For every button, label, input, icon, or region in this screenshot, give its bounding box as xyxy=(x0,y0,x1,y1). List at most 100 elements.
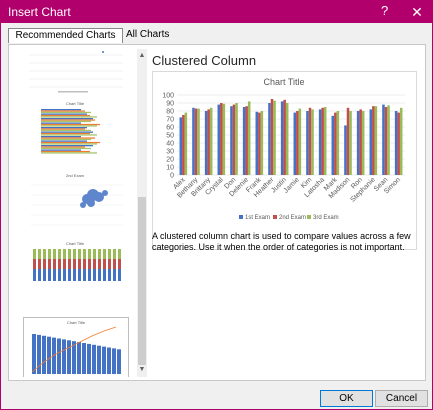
thumb-column xyxy=(117,349,121,374)
bar-3rd-exam xyxy=(349,111,352,175)
bar-1st-exam xyxy=(382,104,385,175)
thumb-bar xyxy=(41,110,85,112)
thumb-column xyxy=(113,249,116,259)
window-title: Insert Chart xyxy=(8,5,71,19)
thumb-bar xyxy=(41,122,81,124)
legend-swatch xyxy=(239,215,243,219)
chart-title: Chart Title xyxy=(263,77,304,87)
chart-type-name: Clustered Column xyxy=(152,53,257,68)
bar-2nd-exam xyxy=(308,107,312,175)
bar-2nd-exam xyxy=(270,99,274,175)
thumb-bar xyxy=(41,118,93,120)
ok-button[interactable]: OK xyxy=(320,390,373,407)
thumb-column xyxy=(93,269,96,281)
bar-1st-exam xyxy=(242,107,246,175)
thumb-column xyxy=(103,259,106,269)
scrollbar-thumb[interactable] xyxy=(138,197,146,365)
thumb-bar xyxy=(41,147,91,150)
thumb-column xyxy=(108,249,111,259)
y-tick-label: 30 xyxy=(166,149,174,156)
thumb-column xyxy=(87,343,91,374)
bar-1st-exam xyxy=(293,112,297,175)
scroll-up-icon[interactable]: ▲ xyxy=(138,52,146,59)
clustered-bar-thumbnail[interactable]: Chart Title xyxy=(23,99,127,165)
stacked-column-thumbnail-title: Chart Title xyxy=(66,241,85,246)
thumb-column xyxy=(33,259,36,269)
thumb-column xyxy=(33,249,36,259)
tab-all-charts[interactable]: All Charts xyxy=(126,29,170,40)
y-tick-label: 100 xyxy=(162,93,174,100)
bar-1st-exam xyxy=(204,111,208,175)
stacked-column-thumbnail-graphic: Chart Title xyxy=(33,241,121,281)
thumb-column xyxy=(73,269,76,281)
thumb-column xyxy=(72,341,76,374)
bar-1st-exam xyxy=(230,106,233,175)
bar-2nd-exam xyxy=(220,103,223,175)
thumb-column xyxy=(38,259,41,269)
close-icon[interactable]: ✕ xyxy=(411,4,423,20)
thumb-bar xyxy=(41,123,100,126)
recommended-chart-list[interactable]: Chart Title 2nd Exam xyxy=(19,49,135,377)
tab-recommended-charts[interactable]: Recommended Charts xyxy=(8,28,123,43)
cancel-button[interactable]: Cancel xyxy=(375,390,428,407)
thumb-column xyxy=(112,348,116,374)
thumb-column xyxy=(53,269,56,281)
bar-2nd-exam xyxy=(296,111,299,175)
thumb-column xyxy=(53,259,56,269)
thumb-column xyxy=(118,269,121,281)
thumb-column xyxy=(82,343,86,374)
bar-1st-exam xyxy=(318,109,322,175)
legend-entry: 1st Exam xyxy=(245,215,270,221)
clustered-bar-thumbnail-title: Chart Title xyxy=(66,101,85,106)
scatter-thumbnail[interactable] xyxy=(23,49,127,95)
bar-2nd-exam xyxy=(245,106,248,175)
thumb-bar xyxy=(41,137,95,139)
help-icon[interactable]: ? xyxy=(381,3,389,18)
bar-1st-exam xyxy=(179,117,183,175)
thumbnail-scrollbar[interactable]: ▲ ▼ xyxy=(137,49,147,377)
stacked-column-thumbnail[interactable]: Chart Title xyxy=(23,239,127,309)
thumb-column xyxy=(48,249,51,259)
thumb-column xyxy=(108,269,111,281)
thumb-column xyxy=(48,259,51,269)
legend-entry: 2nd Exam xyxy=(279,215,306,221)
thumb-bar xyxy=(41,152,97,154)
thumb-bar xyxy=(41,138,91,141)
chart-description: A clustered column chart is used to comp… xyxy=(152,231,411,252)
thumb-bar xyxy=(41,127,87,129)
bar-1st-exam xyxy=(255,111,259,175)
bar-2nd-exam xyxy=(321,107,324,175)
bar-1st-exam xyxy=(331,115,335,175)
bar-2nd-exam xyxy=(334,112,337,175)
thumb-column xyxy=(37,334,41,374)
thumb-column xyxy=(118,249,121,259)
thumb-column xyxy=(63,249,66,259)
bar-3rd-exam xyxy=(399,107,403,175)
thumb-column xyxy=(47,336,51,374)
bar-3rd-exam xyxy=(197,108,200,175)
bar-3rd-exam xyxy=(184,112,188,175)
pareto-thumbnail[interactable]: Chart Title xyxy=(23,317,129,377)
thumb-bar xyxy=(41,113,87,115)
thumb-column xyxy=(98,269,101,281)
pareto-thumbnail-graphic: Chart Title xyxy=(31,320,121,374)
thumb-column xyxy=(68,259,71,269)
thumb-bar xyxy=(41,150,90,153)
thumb-bar xyxy=(41,140,87,142)
bar-1st-exam xyxy=(306,111,309,175)
thumb-bar xyxy=(41,136,81,138)
thumb-bar xyxy=(41,114,90,117)
bar-3rd-exam xyxy=(298,108,302,175)
bar-1st-exam xyxy=(394,111,398,175)
thumb-bar xyxy=(41,119,95,121)
bar-2nd-exam xyxy=(359,109,362,175)
scroll-down-icon[interactable]: ▼ xyxy=(138,366,146,373)
tab-content-panel: Chart Title 2nd Exam xyxy=(8,44,426,381)
thumb-bar xyxy=(41,143,97,145)
bubble-thumbnail[interactable]: 2nd Exam xyxy=(23,171,127,233)
y-tick-label: 40 xyxy=(166,141,174,148)
thumb-bar xyxy=(41,120,91,123)
thumb-column xyxy=(67,340,71,374)
thumb-column xyxy=(68,249,71,259)
